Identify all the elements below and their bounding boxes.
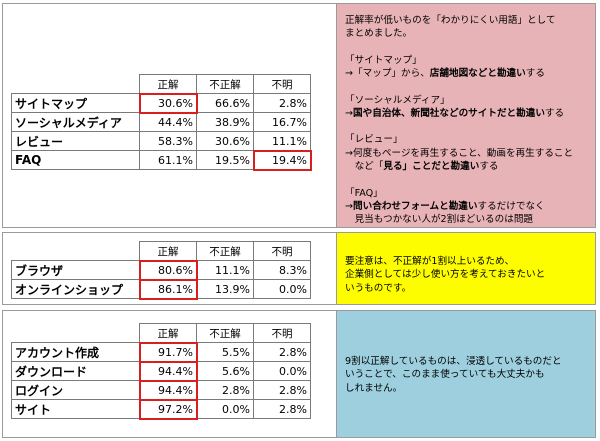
correct-value: 97.2% — [138, 398, 198, 420]
table-row: サイト 97.2% 0.0% 2.8% — [11, 398, 311, 420]
note-text: →問い合わせフォームと勘違いするだけでなく — [345, 201, 545, 213]
row-label: ダウンロード — [11, 361, 140, 381]
note-text: 企業側としては少し使い方を考えておきたいと — [345, 269, 546, 281]
table-row: オンラインショップ 86.1% 13.9% 0.0% — [11, 278, 311, 300]
table-header-row: 正解 不正解 不明 — [11, 74, 311, 94]
incorrect-value: 11.1% — [196, 260, 254, 280]
row-label: サイトマップ — [11, 93, 140, 113]
unknown-value: 16.7% — [253, 112, 311, 132]
unknown-value: 2.8% — [253, 399, 311, 419]
note-text: →何度もページを再生すること、動画を再生すること — [345, 147, 574, 159]
note-text: いうものです。 — [345, 282, 412, 294]
note-caution: 要注意は、不正解が1割以上いるため、 企業側としては少し使い方を考えておきたいと… — [336, 233, 595, 304]
note-low-accuracy: 正解率が低いものを「わかりにくい用語」として まとめました。 「サイトマップ」 … — [336, 4, 595, 227]
incorrect-value: 38.9% — [196, 112, 254, 132]
header-incorrect: 不正解 — [196, 74, 254, 94]
row-label: ソーシャルメディア — [11, 112, 140, 132]
correct-value: 94.4% — [138, 360, 198, 382]
note-text: 要注意は、不正解が1割以上いるため、 — [345, 256, 515, 267]
table-header-row: 正解 不正解 不明 — [11, 241, 311, 261]
panel-low-accuracy-table-area: 正解 不正解 不明 サイトマップ 30.6% 66.6% 2.8% ソーシャルメ… — [3, 4, 336, 227]
note-heading: 「FAQ」 — [345, 187, 383, 199]
note-text: まとめました。 — [345, 28, 413, 40]
note-text: 見当もつかない人が2割ほどいるのは問題 — [345, 214, 534, 226]
incorrect-value: 5.5% — [196, 342, 254, 362]
incorrect-value: 0.0% — [196, 399, 254, 419]
table-row: サイトマップ 30.6% 66.6% 2.8% — [11, 92, 311, 114]
unknown-value: 8.3% — [253, 260, 311, 280]
table-row: ソーシャルメディア 44.4% 38.9% 16.7% — [11, 112, 311, 132]
correct-value: 44.4% — [139, 112, 197, 132]
note-text: 9割以正解しているものは、浸透しているものだと — [345, 355, 562, 367]
table-row: アカウント作成 91.7% 5.5% 2.8% — [11, 341, 311, 363]
low-accuracy-table: 正解 不正解 不明 サイトマップ 30.6% 66.6% 2.8% ソーシャルメ… — [11, 74, 312, 171]
note-heading: 「サイトマップ」 — [345, 54, 422, 66]
table-row: FAQ 61.1% 19.5% 19.4% — [11, 149, 312, 171]
table-row: レビュー 58.3% 30.6% 11.1% — [11, 131, 311, 151]
table-header-row: 正解 不正解 不明 — [11, 323, 311, 343]
note-text: →「マップ」から、店舗地図などと勘違いする — [345, 68, 545, 80]
incorrect-value: 30.6% — [196, 131, 254, 151]
header-unknown: 不明 — [253, 323, 311, 343]
note-heading: 「ソーシャルメディア」 — [345, 94, 450, 106]
note-text: など「見る」ことだと勘違いする — [345, 161, 499, 173]
unknown-value: 2.8% — [253, 380, 311, 400]
correct-value: 94.4% — [138, 379, 198, 401]
header-correct: 正解 — [139, 323, 197, 343]
correct-value: 30.6% — [138, 92, 198, 114]
header-unknown: 不明 — [253, 241, 311, 261]
row-label: サイト — [11, 399, 140, 419]
note-text: いうことで、このまま使っていても大丈夫かも — [345, 369, 545, 381]
unknown-value: 0.0% — [253, 279, 311, 299]
panel-caution-table-area: 正解 不正解 不明 ブラウザ 80.6% 11.1% 8.3% オンラインショッ… — [3, 233, 336, 304]
incorrect-value: 13.9% — [196, 279, 254, 299]
row-label: アカウント作成 — [11, 342, 140, 362]
correct-value: 91.7% — [138, 341, 198, 363]
correct-value: 61.1% — [139, 150, 197, 170]
note-high-accuracy: 9割以正解しているものは、浸透しているものだと いうことで、このまま使っていても… — [336, 311, 595, 437]
incorrect-value: 66.6% — [196, 93, 254, 113]
panel-low-accuracy: 正解 不正解 不明 サイトマップ 30.6% 66.6% 2.8% ソーシャルメ… — [2, 3, 596, 228]
note-heading: 「レビュー」 — [345, 134, 403, 146]
correct-value: 58.3% — [139, 131, 197, 151]
header-unknown: 不明 — [253, 74, 311, 94]
panel-high-accuracy-table-area: 正解 不正解 不明 アカウント作成 91.7% 5.5% 2.8% ダウンロード… — [3, 311, 336, 437]
incorrect-value: 19.5% — [196, 150, 254, 170]
unknown-value: 0.0% — [253, 361, 311, 381]
correct-value: 86.1% — [138, 278, 198, 300]
correct-value: 80.6% — [138, 259, 198, 281]
row-label: ブラウザ — [11, 260, 140, 280]
header-correct: 正解 — [139, 241, 197, 261]
note-text: →国や自治体、新聞社などのサイトだと勘違いする — [345, 108, 565, 120]
note-text: 正解率が低いものを「わかりにくい用語」として — [345, 15, 556, 26]
caution-table: 正解 不正解 不明 ブラウザ 80.6% 11.1% 8.3% オンラインショッ… — [11, 241, 311, 300]
high-accuracy-table: 正解 不正解 不明 アカウント作成 91.7% 5.5% 2.8% ダウンロード… — [11, 323, 311, 420]
table-row: ブラウザ 80.6% 11.1% 8.3% — [11, 259, 311, 281]
table-row: ログイン 94.4% 2.8% 2.8% — [11, 379, 311, 401]
table-row: ダウンロード 94.4% 5.6% 0.0% — [11, 360, 311, 382]
incorrect-value: 5.6% — [196, 361, 254, 381]
row-label: ログイン — [11, 380, 140, 400]
note-text: しれません。 — [345, 382, 403, 394]
row-label: FAQ — [11, 150, 140, 170]
header-correct: 正解 — [139, 74, 197, 94]
row-label: オンラインショップ — [11, 279, 140, 299]
unknown-value: 11.1% — [253, 131, 311, 151]
header-incorrect: 不正解 — [196, 323, 254, 343]
unknown-value: 2.8% — [253, 342, 311, 362]
panel-high-accuracy: 正解 不正解 不明 アカウント作成 91.7% 5.5% 2.8% ダウンロード… — [2, 310, 596, 438]
panel-caution: 正解 不正解 不明 ブラウザ 80.6% 11.1% 8.3% オンラインショッ… — [2, 232, 596, 305]
row-label: レビュー — [11, 131, 140, 151]
header-incorrect: 不正解 — [196, 241, 254, 261]
incorrect-value: 2.8% — [196, 380, 254, 400]
unknown-value: 19.4% — [252, 149, 312, 171]
unknown-value: 2.8% — [253, 93, 311, 113]
